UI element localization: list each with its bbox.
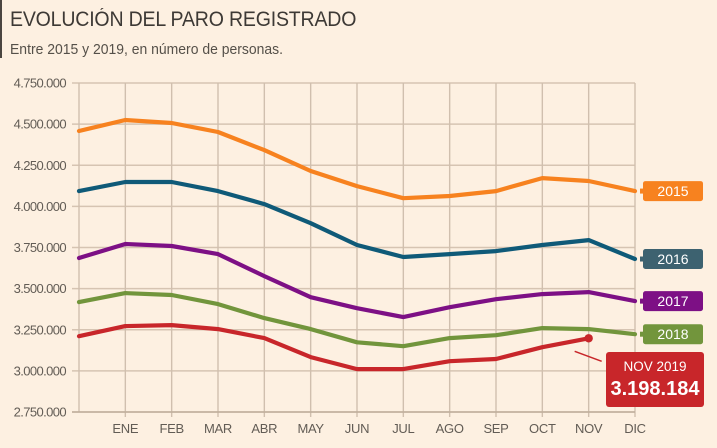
series-tag-box xyxy=(643,181,703,202)
series-tag-box xyxy=(643,249,703,270)
x-axis: ENE FEB MAR ABR MAY JUN JUL AGO SEP OCT NOV DIC xyxy=(72,411,646,436)
series-tag-box xyxy=(643,291,703,312)
callout-month-label: NOV 2019 xyxy=(623,359,686,374)
series-tag-label: 2016 xyxy=(657,251,688,267)
callout-pointer xyxy=(574,350,602,362)
x-tick-label: ENE xyxy=(112,421,138,436)
callout-value-label: 3.198.184 xyxy=(611,378,701,400)
y-tick-label: 3.750.000 xyxy=(14,240,67,255)
y-tick-label: 4.750.000 xyxy=(14,76,67,91)
callout-box xyxy=(606,352,704,407)
y-tick-label: 4.000.000 xyxy=(14,199,67,214)
series-tag-label: 2018 xyxy=(657,326,688,342)
series-tag-notch xyxy=(640,256,645,262)
series-tag-2015: 2015 xyxy=(640,181,703,202)
series-line-2019 xyxy=(76,323,591,372)
series-lines xyxy=(76,117,638,372)
x-tick-label: OCT xyxy=(529,421,556,436)
series-line-2018 xyxy=(76,291,638,349)
series-line-2016 xyxy=(76,179,638,262)
x-tick-label: MAY xyxy=(298,421,325,436)
x-tick-label: JUL xyxy=(392,421,414,436)
title-accent-bar xyxy=(0,0,2,58)
series-tag-label: 2017 xyxy=(657,293,688,309)
x-tick-label: MAR xyxy=(204,421,232,436)
y-tick-label: 4.500.000 xyxy=(14,117,67,132)
chart-subtitle: Entre 2015 y 2019, en número de personas… xyxy=(10,41,283,58)
x-tick-label: JUN xyxy=(345,421,369,436)
series-tag-notch xyxy=(640,188,645,194)
series-tag-2018: 2018 xyxy=(640,324,703,345)
series-tag-notch xyxy=(640,331,645,337)
x-tick-label: ABR xyxy=(251,421,277,436)
series-tag-box xyxy=(643,324,703,345)
chart-title: EVOLUCIÓN DEL PARO REGISTRADO xyxy=(10,8,357,31)
series-tags: 2015 2016 2017 2018 xyxy=(640,181,703,345)
y-tick-label: 3.250.000 xyxy=(14,322,67,337)
series-tag-2017: 2017 xyxy=(640,291,703,312)
nov-2019-point-marker xyxy=(584,334,593,343)
y-axis: 2.750.000 3.000.000 3.250.000 3.500.000 3.75… xyxy=(14,76,67,420)
series-tag-label: 2015 xyxy=(657,183,688,199)
y-tick-label: 3.500.000 xyxy=(14,281,67,296)
x-tick-label: NOV xyxy=(575,421,603,436)
series-tag-notch xyxy=(640,298,645,304)
y-tick-label: 4.250.000 xyxy=(14,158,67,173)
x-tick-label: AGO xyxy=(436,421,464,436)
callout: NOV 2019 3.198.184 xyxy=(574,334,704,407)
series-tag-2016: 2016 xyxy=(640,249,703,270)
grid xyxy=(72,82,636,417)
x-tick-label: SEP xyxy=(483,421,508,436)
x-tick-label: DIC xyxy=(624,421,646,436)
y-tick-label: 3.000.000 xyxy=(14,363,67,378)
series-line-2017 xyxy=(76,241,638,320)
y-tick-label: 2.750.000 xyxy=(14,405,67,420)
x-tick-label: FEB xyxy=(159,421,183,436)
series-line-2015 xyxy=(76,117,638,201)
nov-2019-callout: NOV 2019 3.198.184 xyxy=(574,350,704,407)
